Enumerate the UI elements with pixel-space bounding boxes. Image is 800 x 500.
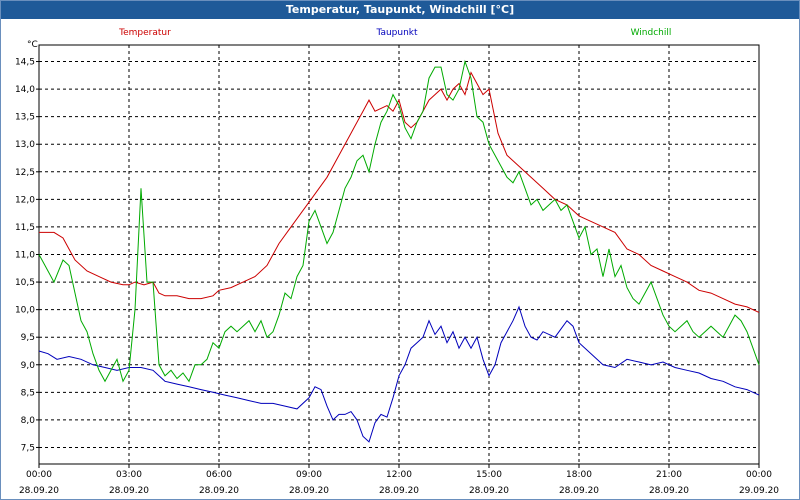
- y-tick-label: 12,0: [15, 195, 35, 205]
- x-tick-time: 00:00: [26, 470, 52, 480]
- axes: [36, 44, 760, 468]
- x-tick-date: 28.09.20: [199, 486, 239, 496]
- x-tick-date: 29.09.20: [739, 486, 779, 496]
- y-tick-label: 13,5: [15, 113, 35, 123]
- window-title: Temperatur, Taupunkt, Windchill [°C]: [1, 1, 799, 19]
- y-tick-label: 11,0: [15, 251, 35, 261]
- series-lines: [38, 59, 760, 443]
- x-tick-date: 28.09.20: [19, 486, 59, 496]
- x-tick-date: 28.09.20: [649, 486, 689, 496]
- x-tick-time: 12:00: [386, 470, 412, 480]
- x-tick-time: 06:00: [206, 470, 232, 480]
- x-tick-time: 09:00: [296, 470, 322, 480]
- y-tick-label: 13,0: [15, 140, 35, 150]
- x-tick-date: 28.09.20: [109, 486, 149, 496]
- y-tick-label: 10,0: [15, 306, 35, 316]
- x-tick-time: 21:00: [656, 470, 682, 480]
- y-tick-label: 9,0: [21, 361, 36, 371]
- y-axis-unit: °C: [27, 40, 38, 50]
- y-tick-label: 10,5: [15, 278, 35, 288]
- x-tick-time: 00:00: [746, 470, 772, 480]
- series-line-taupunkt: [38, 305, 760, 443]
- legend-entry-temperatur: Temperatur: [118, 28, 171, 38]
- y-tick-label: 7,5: [21, 443, 35, 453]
- y-tick-labels: 7,5 8,0 8,5 9,0 9,5 10,0 10,5 11,0 11,5 12,0 12,5 1…: [15, 58, 35, 454]
- y-tick-label: 14,0: [15, 85, 35, 95]
- x-tick-date: 28.09.20: [289, 486, 329, 496]
- x-tick-date: 28.09.20: [379, 486, 419, 496]
- x-tick-labels: 00:00 28.09.20 03:00 28.09.20 06:00 28.09.20 0…: [19, 470, 779, 496]
- legend-entry-taupunkt: Taupunkt: [375, 28, 418, 38]
- series-line-temperatur: [39, 71, 760, 313]
- x-tick-date: 28.09.20: [469, 486, 509, 496]
- y-tick-label: 8,5: [21, 388, 35, 398]
- x-tick-time: 03:00: [116, 470, 142, 480]
- legend-entry-windchill: Windchill: [631, 28, 672, 38]
- y-tick-label: 9,5: [21, 333, 35, 343]
- y-tick-label: 8,0: [21, 416, 36, 426]
- x-tick-time: 15:00: [476, 470, 502, 480]
- x-tick-time: 18:00: [566, 470, 592, 480]
- legend: Temperatur Taupunkt Windchill: [118, 28, 671, 38]
- y-tick-label: 11,5: [15, 223, 35, 233]
- x-tick-date: 28.09.20: [559, 486, 599, 496]
- y-tick-label: 12,5: [15, 168, 35, 178]
- grid-lines: [39, 45, 759, 464]
- series-line-windchill: [38, 59, 760, 383]
- y-tick-label: 14,5: [15, 58, 35, 68]
